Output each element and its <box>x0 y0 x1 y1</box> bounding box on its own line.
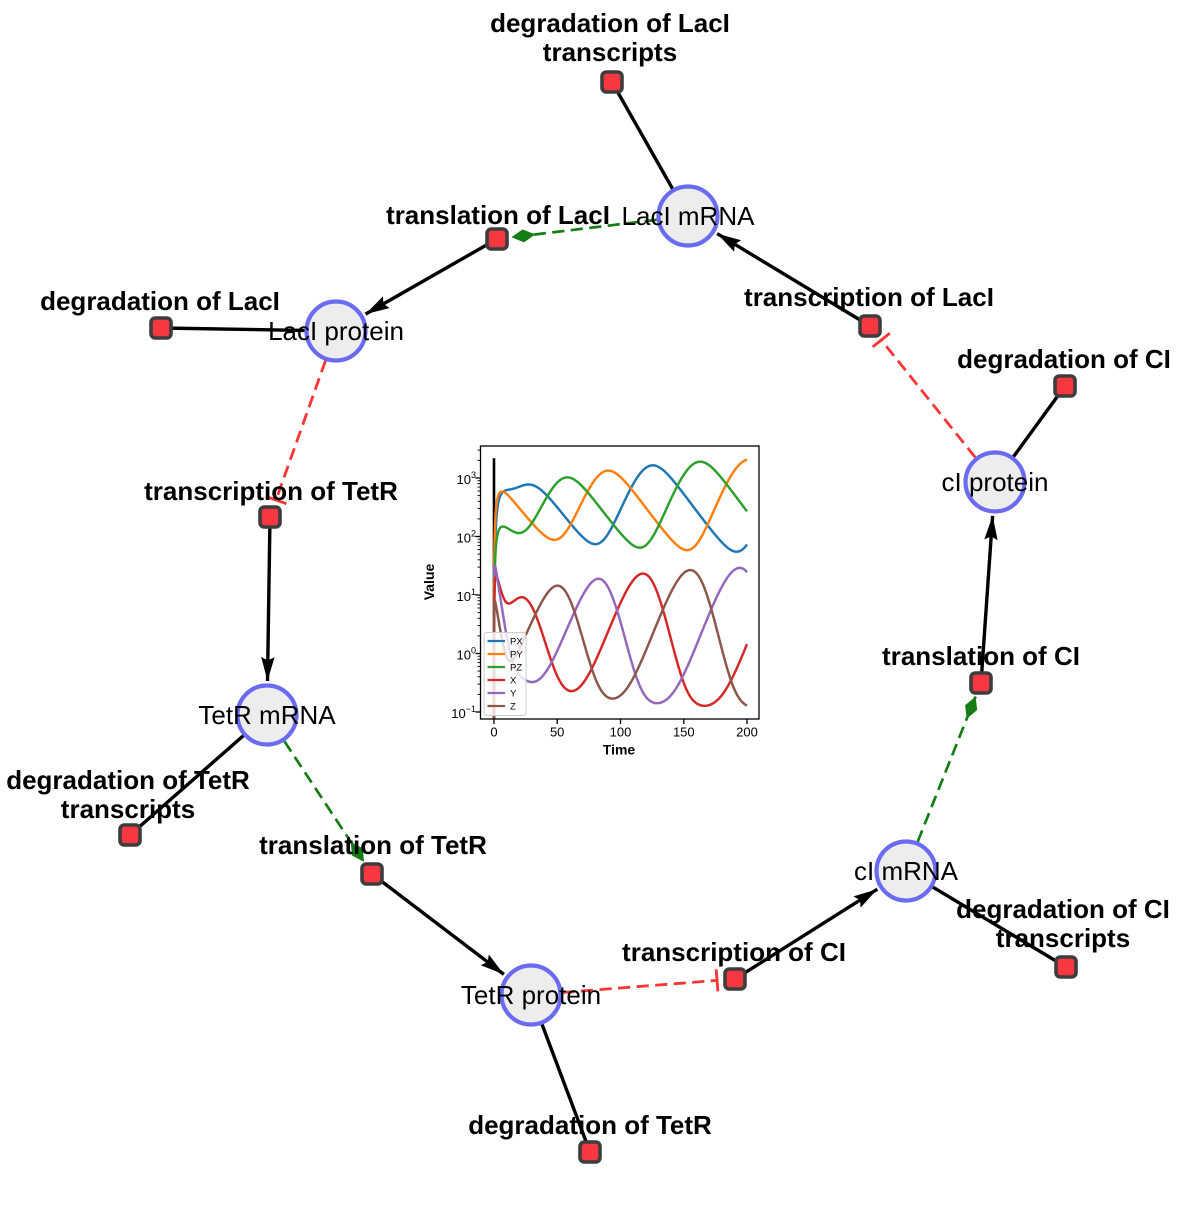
svg-text:TetR mRNA: TetR mRNA <box>198 700 336 730</box>
svg-text:Time: Time <box>603 742 636 758</box>
svg-text:transcription of CI: transcription of CI <box>622 937 846 967</box>
svg-text:150: 150 <box>673 725 695 740</box>
svg-text:transcription of TetR: transcription of TetR <box>144 476 398 506</box>
svg-text:LacI protein: LacI protein <box>268 316 404 346</box>
svg-text:degradation of CI: degradation of CI <box>956 894 1170 924</box>
svg-text:PZ: PZ <box>510 663 522 674</box>
svg-text:200: 200 <box>736 725 758 740</box>
svg-text:Z: Z <box>510 702 516 713</box>
svg-text:0: 0 <box>490 725 497 740</box>
svg-text:TetR protein: TetR protein <box>461 980 601 1010</box>
svg-text:cI protein: cI protein <box>942 467 1049 497</box>
svg-text:degradation of CI: degradation of CI <box>957 344 1171 374</box>
svg-text:50: 50 <box>550 725 564 740</box>
svg-text:transcripts: transcripts <box>543 37 677 67</box>
svg-text:PX: PX <box>510 637 523 648</box>
svg-text:degradation of TetR: degradation of TetR <box>468 1110 712 1140</box>
svg-text:LacI mRNA: LacI mRNA <box>622 201 756 231</box>
svg-text:degradation of TetR: degradation of TetR <box>6 765 250 795</box>
svg-text:transcription of LacI: transcription of LacI <box>744 282 994 312</box>
svg-text:Y: Y <box>510 689 517 700</box>
svg-text:100: 100 <box>610 725 632 740</box>
svg-text:degradation of LacI: degradation of LacI <box>40 286 280 316</box>
svg-text:PY: PY <box>510 650 523 661</box>
svg-text:translation of CI: translation of CI <box>882 641 1080 671</box>
svg-text:translation of TetR: translation of TetR <box>259 830 487 860</box>
svg-text:cI mRNA: cI mRNA <box>854 856 959 886</box>
svg-text:Value: Value <box>421 564 437 601</box>
svg-text:translation of LacI: translation of LacI <box>386 200 610 230</box>
svg-text:X: X <box>510 676 517 687</box>
svg-text:transcripts: transcripts <box>61 794 195 824</box>
svg-text:degradation of LacI: degradation of LacI <box>490 8 730 38</box>
svg-text:transcripts: transcripts <box>996 923 1130 953</box>
